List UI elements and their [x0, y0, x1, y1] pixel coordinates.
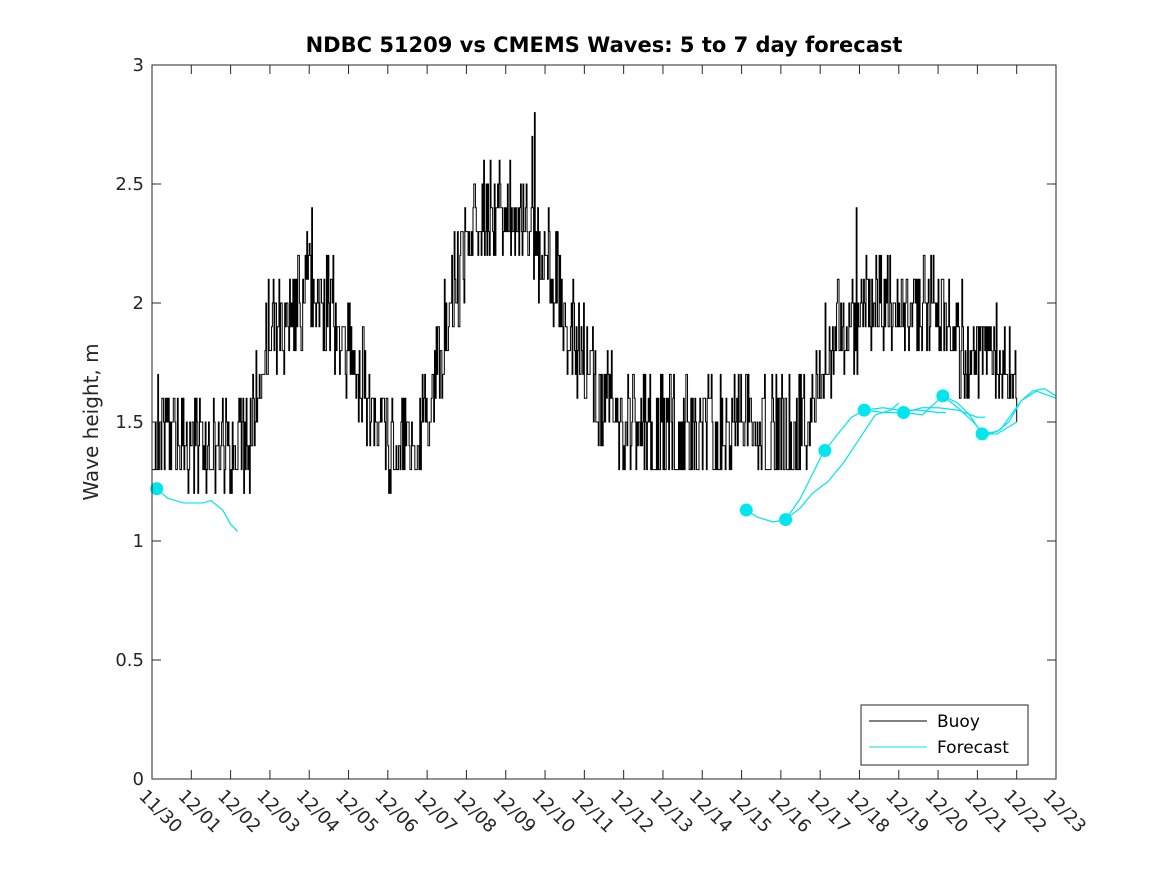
legend-buoy-label: Buoy	[937, 712, 980, 732]
legend-forecast-label: Forecast	[937, 738, 1009, 758]
y-tick-label: 1	[133, 531, 144, 552]
forecast-start-marker	[818, 444, 832, 458]
y-axis: 0 0.5 1 1.5 2 2.5 3	[115, 55, 1056, 790]
legend: Buoy Forecast	[860, 704, 1029, 766]
forecast-start-marker	[897, 405, 910, 419]
forecast-segment-line	[824, 407, 946, 451]
y-tick-label: 0	[133, 769, 144, 790]
chart-title: NDBC 51209 vs CMEMS Waves: 5 to 7 day fo…	[306, 33, 903, 57]
y-tick-label: 3	[133, 55, 144, 76]
y-tick-label: 1.5	[115, 412, 144, 433]
forecast-start-marker	[936, 389, 950, 403]
forecast-start-marker	[975, 427, 989, 441]
y-tick-label: 2.5	[115, 174, 144, 195]
forecast-segment-line	[903, 395, 1018, 435]
legend-box	[860, 704, 1029, 766]
forecast-segment-line	[785, 402, 900, 521]
forecast-start-marker	[857, 403, 871, 417]
y-tick-label: 0.5	[115, 650, 144, 671]
y-tick-label: 2	[133, 293, 144, 314]
forecast-segment-line	[156, 488, 239, 532]
y-axis-label: Wave height, m	[79, 343, 103, 500]
forecast-start-marker	[739, 503, 753, 517]
series-layer	[150, 112, 1057, 532]
forecast-start-marker	[779, 513, 793, 527]
buoy-series-line	[152, 112, 1018, 494]
forecast-segment-line	[982, 388, 1057, 435]
forecast-start-marker	[150, 482, 164, 496]
